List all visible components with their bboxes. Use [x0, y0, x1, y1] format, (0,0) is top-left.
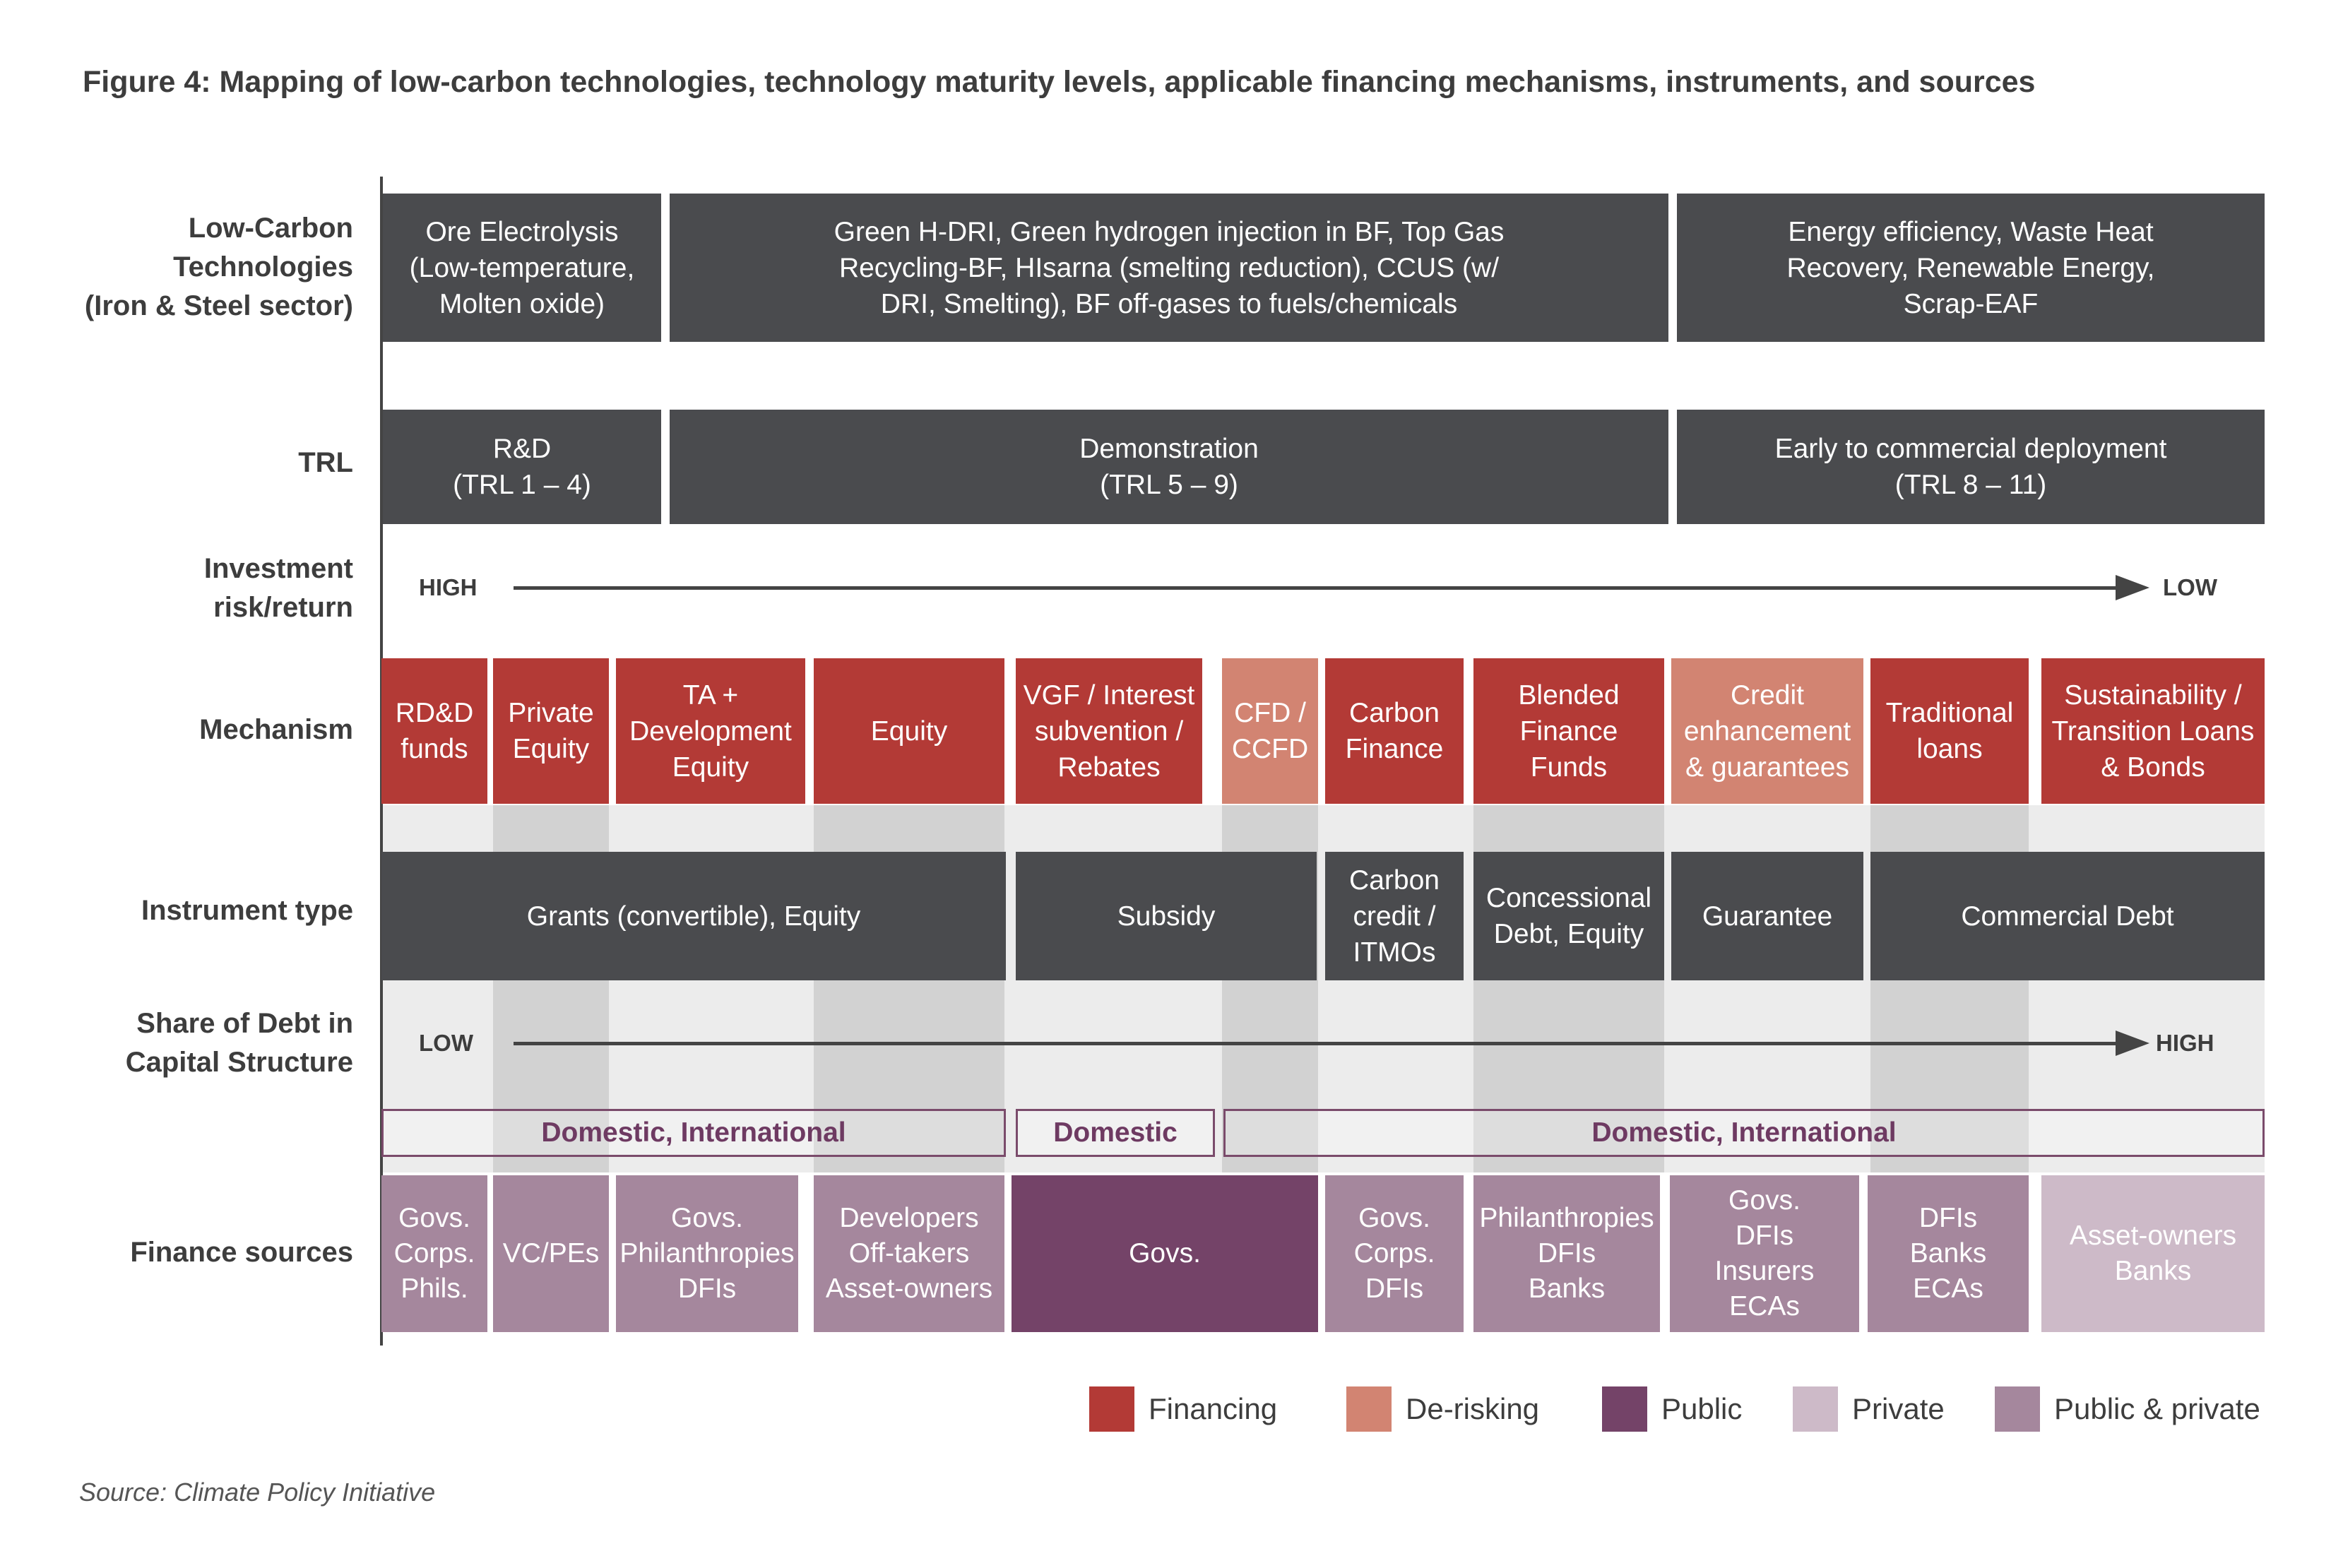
scope-domestic-international-right: Domestic, International: [1223, 1109, 2265, 1157]
finance-source-cell: Developers Off-takers Asset-owners: [814, 1175, 1004, 1332]
finance-source-cell: VC/PEs: [493, 1175, 609, 1332]
finance-source-cell: DFIs Banks ECAs: [1868, 1175, 2029, 1332]
instrument-guarantee: Guarantee: [1671, 852, 1863, 980]
instrument-grants-equity: Grants (convertible), Equity: [381, 852, 1006, 980]
technology-energy-efficiency: Energy efficiency, Waste Heat Recovery, …: [1677, 194, 2265, 342]
legend-financing: Financing: [1089, 1386, 1277, 1432]
legend-public-private: Public & private: [1995, 1386, 2260, 1432]
legend-swatch-de-risking: [1346, 1386, 1392, 1432]
risk-arrow-head: [2116, 575, 2149, 600]
debt-arrow-start-label: LOW: [419, 1030, 473, 1056]
row-label-sources: Finance sources: [130, 1237, 353, 1268]
legend-public: Public: [1602, 1386, 1742, 1432]
finance-source-cell: Govs. Corps. DFIs: [1325, 1175, 1464, 1332]
mechanism-cell: Sustainability / Transition Loans & Bonds: [2041, 658, 2265, 804]
legend-de-risking: De-risking: [1346, 1386, 1539, 1432]
technology-ore-electrolysis: Ore Electrolysis (Low-temperature, Molte…: [383, 194, 661, 342]
mechanism-cell: Equity: [814, 658, 1004, 804]
row-label-risk: Investment risk/return: [203, 553, 353, 623]
finance-source-cell: Philanthropies DFIs Banks: [1473, 1175, 1660, 1332]
debt-arrow-end-label: HIGH: [2156, 1030, 2214, 1056]
figure-title: Figure 4: Mapping of low-carbon technolo…: [83, 65, 2036, 99]
mechanism-cell: VGF / Interest subvention / Rebates: [1016, 658, 1202, 804]
trl-demonstration: Demonstration (TRL 5 – 9): [670, 410, 1668, 524]
finance-source-cell: Govs. Corps. Phils.: [381, 1175, 487, 1332]
mechanism-cell: RD&D funds: [381, 658, 487, 804]
legend-swatch-private: [1793, 1386, 1838, 1432]
legend-swatch-financing: [1089, 1386, 1134, 1432]
mechanism-cell: Blended Finance Funds: [1473, 658, 1664, 804]
debt-arrow-line: [514, 1042, 2117, 1045]
legend-private: Private: [1793, 1386, 1945, 1432]
finance-source-cell: Asset-owners Banks: [2041, 1175, 2265, 1332]
instrument-commercial-debt: Commercial Debt: [1870, 852, 2265, 980]
mechanism-cell: Credit enhancement & guarantees: [1671, 658, 1863, 804]
trl-deployment: Early to commercial deployment (TRL 8 – …: [1677, 410, 2265, 524]
risk-arrow-line: [514, 586, 2117, 590]
instrument-carbon-credit: Carbon credit / ITMOs: [1325, 852, 1464, 980]
legend-swatch-public-private: [1995, 1386, 2040, 1432]
mechanism-cell: TA + Development Equity: [616, 658, 805, 804]
risk-arrow-start-label: HIGH: [419, 574, 478, 600]
row-label-mechanism: Mechanism: [199, 714, 353, 745]
scope-domestic: Domestic: [1016, 1109, 1215, 1157]
finance-source-cell: Govs.: [1012, 1175, 1318, 1332]
finance-source-cell: Govs. DFIs Insurers ECAs: [1670, 1175, 1859, 1332]
scope-domestic-international-left: Domestic, International: [381, 1109, 1006, 1157]
mechanism-cell: Private Equity: [493, 658, 609, 804]
debt-arrow-head: [2116, 1031, 2149, 1056]
source-note: Source: Climate Policy Initiative: [79, 1478, 436, 1507]
risk-arrow-end-label: LOW: [2163, 574, 2217, 600]
mechanism-cell: Carbon Finance: [1325, 658, 1464, 804]
row-label-instrument: Instrument type: [141, 895, 353, 926]
row-label-debt-share: Share of Debt in Capital Structure: [125, 1008, 353, 1078]
mechanism-cell: Traditional loans: [1870, 658, 2029, 804]
mechanism-cell: CFD / CCFD: [1222, 658, 1318, 804]
row-label-technologies: Low-Carbon Technologies (Iron & Steel se…: [84, 213, 353, 321]
legend-swatch-public: [1602, 1386, 1647, 1432]
instrument-subsidy: Subsidy: [1016, 852, 1317, 980]
trl-rnd: R&D (TRL 1 – 4): [383, 410, 661, 524]
instrument-concessional-debt: Concessional Debt, Equity: [1473, 852, 1664, 980]
finance-source-cell: Govs. Philanthropies DFIs: [616, 1175, 798, 1332]
technology-green-hydrogen: Green H-DRI, Green hydrogen injection in…: [670, 194, 1668, 342]
row-label-trl: TRL: [298, 447, 353, 478]
